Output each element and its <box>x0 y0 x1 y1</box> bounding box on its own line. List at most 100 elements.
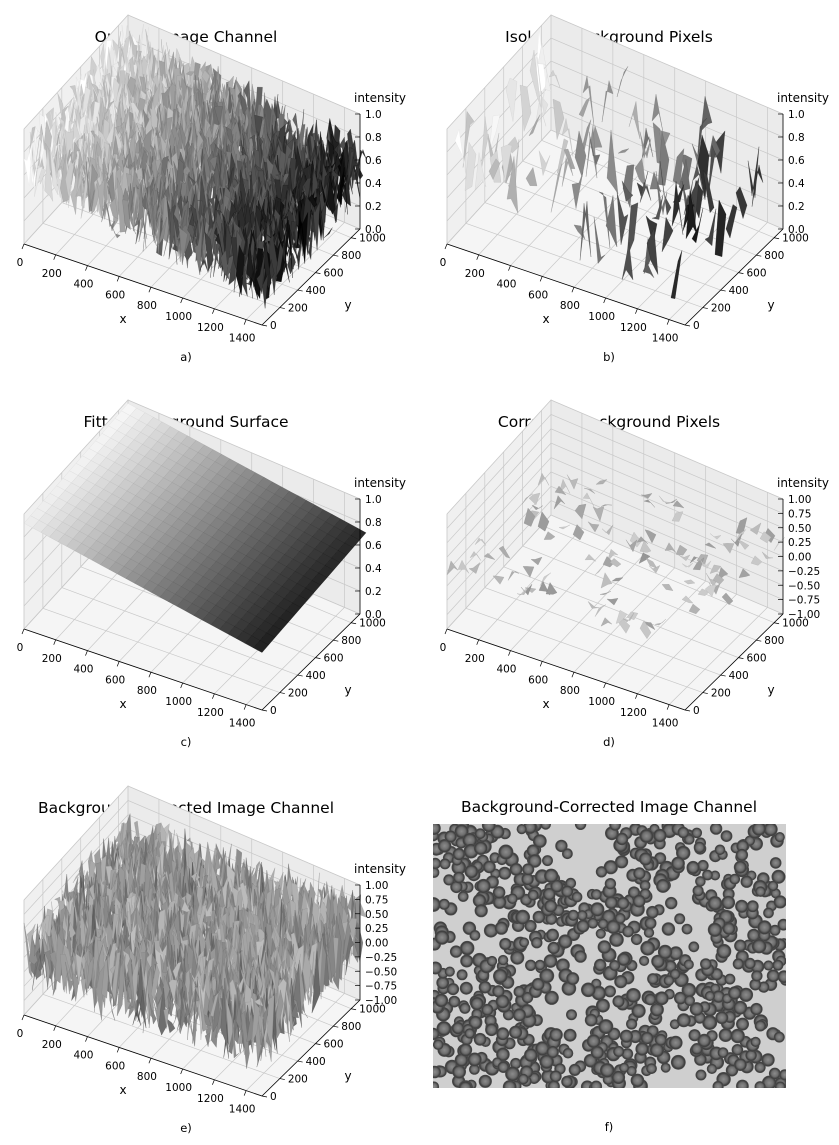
z-tick-label: 0.8 <box>365 132 382 144</box>
z-tick-label: 1.0 <box>365 494 382 506</box>
panel-f: Background-Corrected Image Channel f) <box>433 798 786 1134</box>
x-axis-label: x <box>119 312 126 326</box>
x-axis-line <box>23 1014 263 1097</box>
y-tick-label: 800 <box>341 635 361 647</box>
panel-e: Background-Corrected Image Channel020040… <box>17 784 406 1135</box>
x-tick-label: 600 <box>105 674 125 686</box>
x-axis-label: x <box>119 1083 126 1097</box>
z-tick-label: 0.2 <box>788 201 805 213</box>
y-axis-label: y <box>767 298 774 312</box>
x-tick-label: 600 <box>105 1060 125 1072</box>
x-tick-label: 200 <box>42 268 62 280</box>
z-tick-label: 0.2 <box>365 586 382 598</box>
x-axis-label: x <box>542 697 549 711</box>
y-tick-label: 600 <box>746 268 766 280</box>
cells <box>433 824 786 1088</box>
z-tick-label: −0.25 <box>788 566 820 578</box>
image-area <box>433 824 786 1088</box>
x-tick-label: 800 <box>137 300 157 312</box>
y-axis-label: y <box>344 683 351 697</box>
x-tick-label: 1200 <box>197 707 224 719</box>
y-tick-label: 400 <box>306 285 326 297</box>
z-tick-label: 0.0 <box>365 224 382 236</box>
x-tick-label: 0 <box>440 257 447 269</box>
z-tick-label: 0.6 <box>365 540 382 552</box>
z-tick-label: 0.00 <box>788 552 811 564</box>
z-tick-label: 0.2 <box>365 201 382 213</box>
y-tick-label: 0 <box>693 705 700 717</box>
x-tick-label: 1400 <box>229 718 256 730</box>
x-tick-label: 200 <box>42 653 62 665</box>
y-tick-label: 1000 <box>359 618 386 630</box>
panel-title: Background-Corrected Image Channel <box>461 798 757 816</box>
panel-d: Corrected Background Pixels0200400600800… <box>440 398 829 749</box>
z-tick-label: −0.50 <box>365 966 397 978</box>
surface <box>454 29 764 299</box>
y-tick-label: 0 <box>693 320 700 332</box>
x-tick-label: 1000 <box>165 311 192 323</box>
x-tick-label: 0 <box>440 642 447 654</box>
z-tick-label: 0.75 <box>788 508 811 520</box>
y-tick-label: 200 <box>288 1074 308 1086</box>
y-axis-label: y <box>344 1069 351 1083</box>
z-tick-label: 1.00 <box>788 494 811 506</box>
x-tick-label: 1000 <box>588 696 615 708</box>
y-tick-label: 400 <box>729 285 749 297</box>
z-tick-label: 0.50 <box>788 523 811 535</box>
z-tick-label: 1.0 <box>365 109 382 121</box>
x-tick-label: 1000 <box>165 696 192 708</box>
x-axis-label: x <box>119 697 126 711</box>
y-axis-line <box>684 613 784 711</box>
y-axis-line <box>261 228 361 326</box>
x-tick-label: 600 <box>105 289 125 301</box>
y-tick-label: 600 <box>746 653 766 665</box>
z-tick-label: 0.25 <box>788 537 811 549</box>
z-tick-label: 0.6 <box>788 155 805 167</box>
y-axis-line <box>261 613 361 711</box>
x-tick-label: 1200 <box>197 1093 224 1105</box>
y-tick-label: 200 <box>288 303 308 315</box>
x-tick-label: 400 <box>73 1050 93 1062</box>
y-tick-label: 400 <box>729 670 749 682</box>
x-tick-label: 400 <box>496 279 516 291</box>
y-tick-label: 800 <box>341 250 361 262</box>
x-tick-label: 1200 <box>620 707 647 719</box>
y-tick-label: 400 <box>306 1056 326 1068</box>
panel-label: a) <box>180 350 192 364</box>
z-tick-label: 1.0 <box>788 109 805 121</box>
y-axis-label: y <box>344 298 351 312</box>
x-tick-label: 1000 <box>588 311 615 323</box>
panel-label: b) <box>603 350 615 364</box>
y-axis-line <box>261 999 361 1097</box>
y-tick-label: 800 <box>341 1021 361 1033</box>
y-tick-label: 1000 <box>782 618 809 630</box>
x-tick-label: 800 <box>560 685 580 697</box>
x-tick-label: 1400 <box>652 718 679 730</box>
x-tick-label: 600 <box>528 289 548 301</box>
z-tick-label: −0.25 <box>365 952 397 964</box>
x-tick-label: 1200 <box>620 322 647 334</box>
y-tick-label: 600 <box>323 653 343 665</box>
panel-label: d) <box>603 735 615 749</box>
z-tick-label: 0.00 <box>365 938 388 950</box>
x-tick-label: 1000 <box>165 1082 192 1094</box>
x-axis-line <box>23 243 263 326</box>
x-tick-label: 400 <box>73 279 93 291</box>
z-tick-label: 0.8 <box>365 517 382 529</box>
panel-c: Fitted Background Surface020040060080010… <box>17 398 406 749</box>
x-tick-label: 400 <box>73 664 93 676</box>
x-tick-label: 600 <box>528 674 548 686</box>
z-tick-label: −0.75 <box>365 981 397 993</box>
z-axis-label: intensity <box>354 862 406 876</box>
x-tick-label: 0 <box>17 1028 24 1040</box>
z-axis-label: intensity <box>777 91 829 105</box>
y-axis-label: y <box>767 683 774 697</box>
x-axis-line <box>446 243 686 326</box>
panel-a: Original Image Channel020040060080010001… <box>17 13 406 364</box>
x-tick-label: 200 <box>465 268 485 280</box>
y-tick-label: 800 <box>764 635 784 647</box>
y-tick-label: 200 <box>711 688 731 700</box>
z-tick-label: 0.0 <box>365 609 382 621</box>
x-tick-label: 400 <box>496 664 516 676</box>
